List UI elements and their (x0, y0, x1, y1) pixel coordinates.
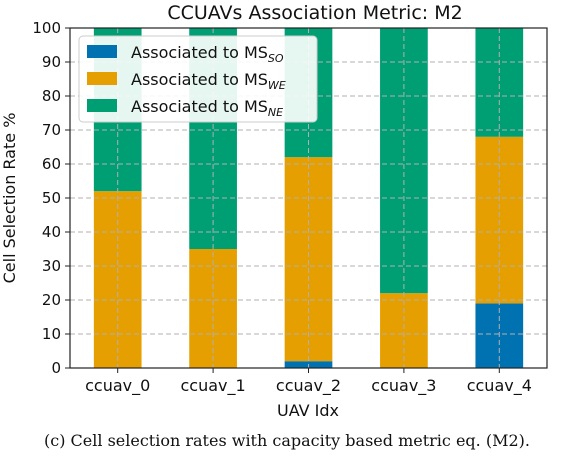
y-axis-label: Cell Selection Rate % (0, 113, 19, 284)
legend-label-text: Associated to MS (131, 97, 268, 116)
y-axis: 0 10 20 30 40 50 60 70 80 90 100 (32, 19, 70, 377)
legend-swatch (87, 99, 117, 112)
legend-label: Associated to MSNE (131, 97, 283, 119)
y-tick-label: 80 (42, 87, 61, 105)
x-tick-label: ccuav_1 (181, 376, 246, 396)
x-tick-label: ccuav_0 (85, 376, 150, 396)
legend-label-text: Associated to MS (131, 70, 268, 89)
legend-swatch (87, 45, 117, 58)
y-tick-label: 60 (42, 155, 61, 173)
y-tick-label: 10 (42, 325, 61, 343)
legend-label: Associated to MSWE (131, 70, 286, 92)
x-axis: ccuav_0 ccuav_1 ccuav_2 ccuav_3 ccuav_4 (85, 368, 532, 396)
y-tick-label: 90 (42, 53, 61, 71)
x-tick-label: ccuav_3 (371, 376, 436, 396)
x-tick-label: ccuav_4 (467, 376, 532, 396)
y-tick-label: 30 (42, 257, 61, 275)
legend-label-subscript: WE (268, 79, 286, 92)
legend-swatch (87, 72, 117, 85)
bar-segment-we-ccuav_3 (380, 293, 428, 368)
legend-label-text: Associated to MS (131, 43, 268, 62)
legend-box (78, 35, 318, 123)
legend-label-subscript: NE (268, 106, 283, 119)
x-axis-label: UAV Idx (277, 401, 339, 420)
bars (70, 27, 547, 369)
legend-label: Associated to MSSO (131, 43, 284, 65)
figure-caption: (c) Cell selection rates with capacity b… (44, 431, 530, 450)
y-tick-label: 70 (42, 121, 61, 139)
x-tick-label: ccuav_2 (276, 376, 341, 396)
y-tick-label: 20 (42, 291, 61, 309)
legend-label-subscript: SO (268, 52, 284, 65)
y-tick-label: 50 (42, 189, 61, 207)
bar-segment-we-ccuav_2 (284, 157, 333, 362)
y-tick-label: 40 (42, 223, 61, 241)
y-tick-label: 0 (51, 359, 61, 377)
chart-title: CCUAVs Association Metric: M2 (167, 2, 462, 24)
y-tick-label: 100 (32, 19, 61, 37)
